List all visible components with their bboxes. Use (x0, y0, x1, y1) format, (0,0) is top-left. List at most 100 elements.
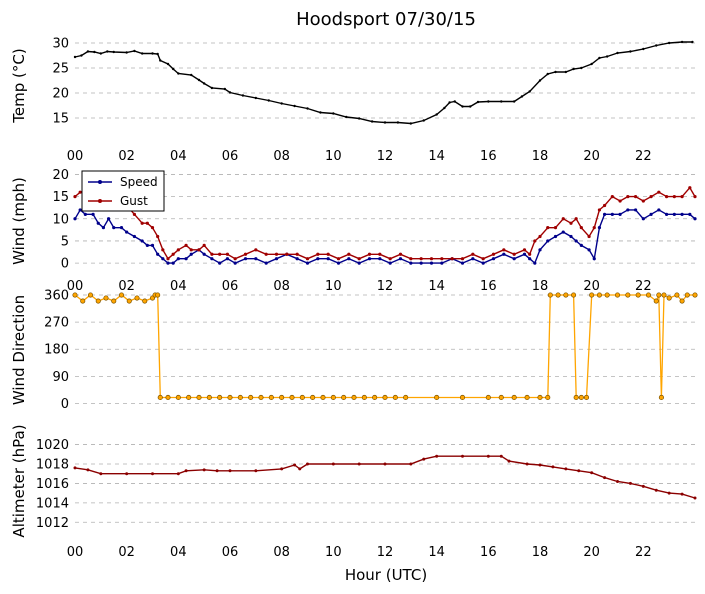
data-point (280, 467, 284, 471)
data-point (561, 230, 565, 234)
data-point (87, 292, 94, 298)
y-tick-label: 1016 (36, 477, 69, 492)
data-point (579, 226, 583, 230)
data-point (351, 394, 357, 401)
data-point (330, 394, 336, 401)
data-point (254, 257, 258, 261)
data-point (126, 298, 132, 304)
data-point (564, 467, 568, 471)
data-point (171, 252, 175, 256)
x-tick-label: 10 (325, 279, 342, 294)
data-point (228, 91, 232, 94)
data-point (345, 115, 348, 119)
data-point (422, 457, 426, 461)
data-point (481, 257, 485, 261)
legend-swatch-marker (98, 199, 102, 203)
legend: Speed Gust (81, 170, 165, 212)
data-point (184, 469, 188, 473)
data-point (357, 462, 361, 466)
data-point (596, 292, 602, 298)
data-point (545, 394, 551, 401)
data-point (547, 292, 553, 298)
data-point (554, 70, 557, 74)
data-point (227, 394, 233, 401)
x-tick-label: 22 (635, 545, 652, 560)
data-point (274, 252, 279, 256)
data-point (254, 96, 258, 100)
x-axis-label: Hour (UTC) (345, 566, 427, 584)
data-point (486, 454, 490, 458)
data-point (641, 199, 645, 203)
x-tick-label: 08 (273, 149, 290, 164)
data-point (461, 105, 464, 108)
panel-wind_direction: 0 90 180 270 360 Wind Direction (10, 289, 698, 412)
y-tick-label: 1014 (36, 496, 69, 511)
data-point (189, 252, 193, 256)
legend-box (81, 170, 165, 212)
data-point (132, 234, 137, 239)
data-point (140, 221, 144, 225)
data-point (628, 481, 632, 485)
data-point (112, 50, 115, 54)
data-point (538, 234, 542, 239)
data-point (460, 257, 465, 261)
data-point (422, 119, 425, 122)
data-point (171, 261, 175, 265)
data-point (587, 248, 591, 252)
data-point (118, 292, 125, 298)
data-point (196, 394, 202, 401)
data-point (217, 394, 223, 401)
data-point (555, 292, 561, 298)
data-point (171, 67, 175, 71)
data-point (184, 257, 188, 261)
y-tick-label: 20 (52, 168, 69, 183)
y-axis-label: Wind (mph) (10, 177, 28, 265)
data-point (435, 113, 438, 116)
data-point (161, 248, 165, 252)
data-point (443, 106, 446, 110)
y-tick-label: 15 (52, 190, 69, 205)
data-point (546, 239, 550, 243)
data-point (657, 190, 661, 194)
data-point (398, 257, 403, 261)
data-point (579, 243, 583, 247)
series-line (74, 186, 696, 260)
data-point (500, 100, 503, 103)
data-point (435, 454, 439, 458)
data-point (692, 292, 698, 298)
data-point (156, 52, 159, 56)
data-point (571, 292, 577, 298)
data-point (667, 41, 671, 45)
data-point (78, 190, 82, 194)
data-point (378, 252, 382, 256)
data-point (202, 82, 206, 85)
data-point (602, 212, 607, 216)
data-point (202, 468, 206, 472)
data-point (649, 195, 653, 199)
data-point (78, 208, 82, 212)
x-tick-label: 18 (532, 149, 549, 164)
x-tick-label: 14 (428, 545, 445, 560)
data-point (476, 100, 480, 104)
x-tick-label: 02 (118, 279, 135, 294)
data-point (564, 70, 568, 74)
data-point (145, 243, 149, 247)
data-point (578, 394, 584, 401)
x-tick-label: 20 (583, 149, 600, 164)
data-point (175, 394, 181, 401)
data-point (264, 261, 268, 265)
legend-label: Gust (120, 194, 148, 208)
data-point (310, 394, 316, 401)
y-tick-label: 90 (52, 370, 69, 385)
data-point (403, 394, 409, 401)
y-tick-label: 0 (61, 397, 69, 412)
data-point (93, 50, 96, 54)
data-point (215, 469, 219, 473)
data-point (680, 492, 684, 496)
data-point (96, 221, 100, 225)
data-point (589, 292, 595, 298)
data-point (86, 468, 90, 472)
data-point (664, 212, 669, 216)
data-point (440, 257, 444, 261)
data-point (481, 261, 485, 265)
